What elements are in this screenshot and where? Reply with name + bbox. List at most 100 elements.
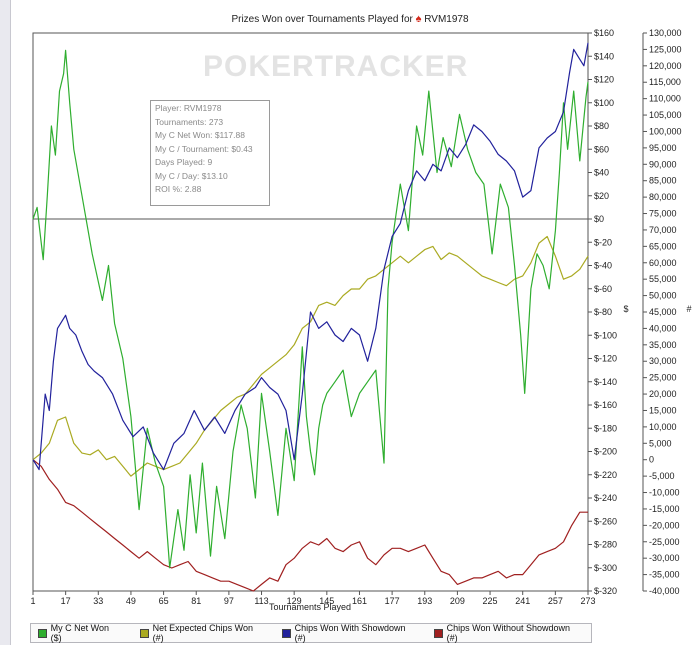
info-per-tournament: My C / Tournament: $0.43 bbox=[155, 143, 253, 154]
chart-title-text: Prizes Won over Tournaments Played for bbox=[231, 14, 413, 25]
series-line-chips-won-with-showdown bbox=[32, 42, 589, 471]
series-line-my-c-net-won bbox=[32, 49, 589, 569]
left-tick-label: $-180 bbox=[594, 423, 617, 433]
legend-item-expected-chips[interactable]: Net Expected Chips Won (#) bbox=[139, 623, 261, 643]
left-tick-label: $-60 bbox=[594, 284, 612, 294]
left-tick-label: $140 bbox=[594, 51, 614, 61]
left-tick-label: $20 bbox=[594, 191, 609, 201]
left-axis-label: $ bbox=[623, 304, 628, 314]
info-net-won: My C Net Won: $117.88 bbox=[155, 130, 245, 140]
right-tick-label: 10,000 bbox=[649, 422, 677, 432]
x-tick-label: 97 bbox=[224, 596, 234, 606]
x-tick-label: 193 bbox=[417, 596, 432, 606]
legend-item-showdown[interactable]: Chips Won With Showdown (#) bbox=[281, 623, 413, 643]
x-tick-label: 33 bbox=[93, 596, 103, 606]
left-tick-label: $40 bbox=[594, 168, 609, 178]
left-tick-label: $80 bbox=[594, 121, 609, 131]
left-tick-label: $60 bbox=[594, 144, 609, 154]
right-tick-label: -40,000 bbox=[649, 586, 680, 596]
x-tick-label: 113 bbox=[254, 596, 268, 606]
x-tick-label: 1 bbox=[30, 596, 35, 606]
x-tick-label: 177 bbox=[385, 596, 400, 606]
legend-label-no-showdown: Chips Won Without Showdown (#) bbox=[446, 623, 571, 643]
legend-label-expected-chips: Net Expected Chips Won (#) bbox=[152, 623, 253, 643]
legend-swatch-no-showdown bbox=[434, 628, 443, 638]
spade-icon: ♠ bbox=[415, 13, 422, 25]
x-tick-label: 49 bbox=[126, 596, 136, 606]
x-tick-label: 65 bbox=[159, 596, 169, 606]
info-days-played: Days Played: 9 bbox=[155, 157, 213, 167]
x-tick-label: 161 bbox=[352, 596, 367, 606]
info-tournaments: Tournaments: 273 bbox=[155, 116, 224, 127]
series-line-chips-won-without-showdown bbox=[32, 459, 588, 592]
right-tick-label: 105,000 bbox=[649, 110, 682, 120]
right-tick-label: 95,000 bbox=[649, 143, 677, 153]
right-tick-label: -10,000 bbox=[649, 488, 680, 498]
x-tick-label: 145 bbox=[319, 596, 334, 606]
left-tick-label: $-120 bbox=[594, 354, 617, 364]
pokertracker-watermark: POKERTRACKER bbox=[203, 50, 469, 83]
left-tick-label: $-100 bbox=[594, 330, 617, 340]
right-tick-label: 60,000 bbox=[649, 258, 677, 268]
info-roi: ROI %: 2.88 bbox=[155, 184, 202, 194]
left-tick-label: $-220 bbox=[594, 470, 617, 480]
right-tick-label: 110,000 bbox=[649, 94, 681, 104]
right-tick-label: 125,000 bbox=[649, 44, 682, 54]
chart-title-player: RVM1978 bbox=[424, 14, 469, 25]
right-axis: 130,000 125,000 120,000 115,000 110,000 105,0… bbox=[642, 28, 682, 596]
left-tick-label: $-320 bbox=[594, 586, 617, 596]
left-tick-label: $-280 bbox=[594, 540, 617, 550]
x-tick-label: 129 bbox=[287, 596, 302, 606]
right-tick-label: -15,000 bbox=[649, 504, 680, 514]
left-tick-label: $-160 bbox=[594, 400, 617, 410]
x-tick-label: 241 bbox=[515, 596, 530, 606]
right-tick-label: 80,000 bbox=[649, 192, 677, 202]
right-tick-label: 75,000 bbox=[649, 209, 677, 219]
legend-item-no-showdown[interactable]: Chips Won Without Showdown (#) bbox=[434, 623, 577, 643]
right-tick-label: 100,000 bbox=[649, 126, 682, 136]
left-tick-label: $120 bbox=[594, 75, 614, 85]
right-tick-label: -30,000 bbox=[649, 553, 680, 563]
right-tick-label: 0 bbox=[649, 455, 654, 465]
left-tick-label: $-40 bbox=[594, 261, 612, 271]
right-tick-label: -35,000 bbox=[649, 570, 680, 580]
chart-title: Prizes Won over Tournaments Played for ♠… bbox=[0, 13, 700, 25]
left-tick-label: $-140 bbox=[594, 377, 617, 387]
left-window-edge bbox=[0, 0, 11, 645]
legend-swatch-expected-chips bbox=[139, 628, 149, 638]
right-tick-label: 20,000 bbox=[649, 389, 677, 399]
series-group bbox=[32, 42, 589, 592]
right-axis-label: # bbox=[686, 304, 691, 314]
series-line-net-expected-chips-won bbox=[32, 235, 589, 477]
left-tick-label: $-80 bbox=[594, 307, 612, 317]
legend-label-net-won: My C Net Won ($) bbox=[50, 623, 110, 643]
x-tick-label: 81 bbox=[191, 596, 201, 606]
right-tick-label: -25,000 bbox=[649, 537, 680, 547]
info-per-day: My C / Day: $13.10 bbox=[155, 170, 228, 181]
right-tick-label: 130,000 bbox=[649, 28, 682, 38]
right-tick-label: 40,000 bbox=[649, 323, 677, 333]
right-tick-label: 35,000 bbox=[649, 340, 677, 350]
right-tick-label: 65,000 bbox=[649, 241, 677, 251]
x-tick-label: 257 bbox=[548, 596, 563, 606]
info-player: Player: RVM1978 bbox=[155, 103, 222, 113]
x-tick-label: 273 bbox=[580, 596, 595, 606]
legend-item-net-won[interactable]: My C Net Won ($) bbox=[38, 623, 119, 643]
chart-legend: My C Net Won ($) Net Expected Chips Won … bbox=[30, 623, 592, 643]
right-tick-label: 50,000 bbox=[649, 291, 677, 301]
legend-swatch-showdown bbox=[281, 628, 291, 638]
x-tick-label: 225 bbox=[483, 596, 498, 606]
right-tick-label: 45,000 bbox=[649, 307, 677, 317]
x-axis-label: Tournaments Played bbox=[269, 602, 351, 612]
right-tick-label: 120,000 bbox=[649, 61, 682, 71]
right-tick-label: 70,000 bbox=[649, 225, 677, 235]
left-tick-label: $160 bbox=[594, 28, 614, 38]
left-axis: $160 $140 $120 $100 $80 $60 $40 $20 $0 $-20 $-40 $-… bbox=[588, 28, 617, 596]
left-tick-label: $0 bbox=[594, 214, 604, 224]
left-tick-label: $-20 bbox=[594, 237, 612, 247]
right-tick-label: 55,000 bbox=[649, 274, 677, 284]
right-tick-label: 85,000 bbox=[649, 176, 677, 186]
x-axis: 1 17 33 49 65 81 97 113 129 145 161 177 193 209 225 241… bbox=[30, 591, 596, 606]
stats-info-box: Player: RVM1978 Tournaments: 273 My C Ne… bbox=[150, 100, 270, 206]
